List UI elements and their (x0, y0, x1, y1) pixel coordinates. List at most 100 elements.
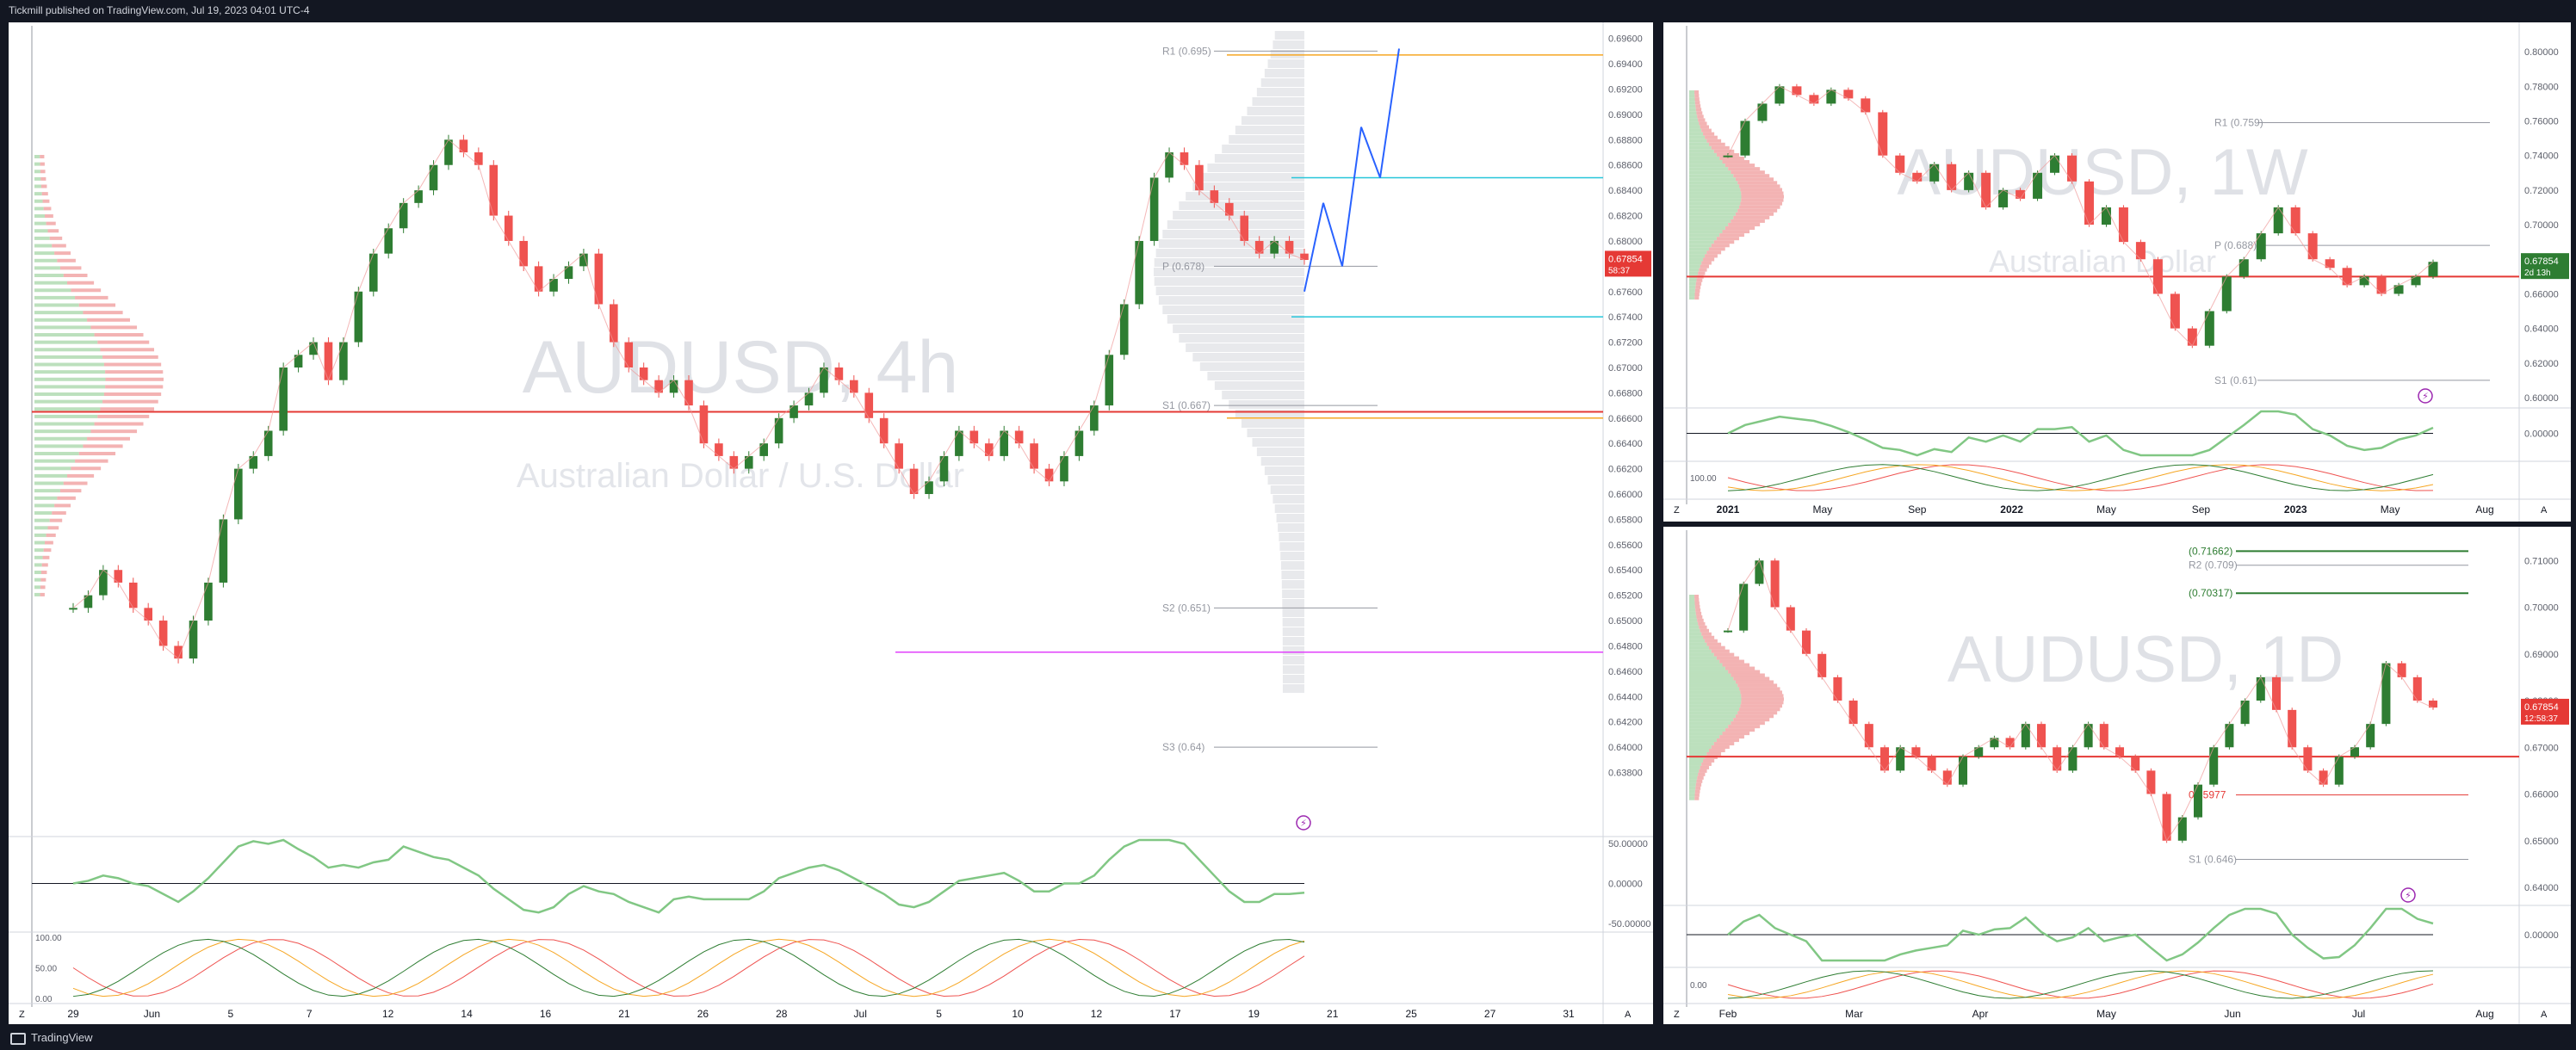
candle-body (2118, 207, 2128, 243)
session-volume-profile (1214, 154, 1304, 163)
volume-profile-bar (1689, 222, 1729, 226)
stochastic-tick-label: 100.00 (1690, 474, 1717, 484)
volume-profile-bar (1689, 659, 1720, 664)
volume-profile-bar (75, 459, 108, 463)
candle-body (1757, 103, 1768, 121)
chart-panel-1w[interactable]: AUDUSD, 1W Australian Dollar R1 (0.759) P (… (1663, 22, 2571, 522)
volume-profile-bar (1735, 680, 1774, 684)
session-volume-profile (1274, 31, 1304, 40)
volume-profile-bar (34, 444, 84, 448)
session-volume-profile (1260, 457, 1304, 466)
volume-profile-bar (40, 184, 47, 188)
volume-profile-bar (1689, 645, 1709, 650)
price-tick-label: 0.64800 (1608, 641, 1643, 652)
volume-profile-bar (45, 540, 53, 545)
session-volume-profile (1279, 542, 1304, 551)
candle-body (2177, 817, 2187, 841)
volume-profile-bar (34, 176, 41, 181)
pivot-level-label: (0.71662) (2189, 545, 2232, 557)
candle-body (820, 367, 828, 393)
volume-profile-bar (1740, 201, 1782, 206)
candle-body (1895, 155, 1905, 173)
volume-profile-bar (1711, 649, 1730, 653)
volume-profile-bar (1689, 292, 1695, 296)
volume-profile-bar (1689, 285, 1696, 289)
candle-body (1878, 112, 1888, 156)
volume-profile-bar (1689, 786, 1696, 790)
volume-profile-bar (1708, 749, 1725, 753)
candle-body (1240, 215, 1249, 241)
session-volume-profile (1282, 590, 1304, 598)
session-volume-profile (1256, 88, 1304, 96)
volume-profile-bar (1689, 195, 1742, 199)
price-tick-label: 0.60000 (2524, 393, 2559, 404)
session-volume-profile (1207, 372, 1304, 380)
volume-profile-bar (63, 274, 88, 278)
volume-profile-bar (78, 452, 116, 456)
volume-profile-bar (34, 207, 44, 211)
volume-profile-bar (1699, 625, 1707, 629)
volume-profile-bar (1689, 145, 1712, 150)
volume-profile-bar (1719, 233, 1744, 238)
session-volume-profile (1273, 495, 1304, 503)
oscillator-tick-label: -50.00000 (1608, 919, 1651, 930)
candle-body (2036, 724, 2047, 748)
volume-profile-bar (1689, 261, 1702, 265)
volume-profile-bar (1706, 139, 1722, 143)
candle-body (1792, 86, 1802, 96)
session-volume-profile (1267, 59, 1304, 68)
price-tick-label: 0.67200 (1608, 338, 1643, 349)
candle-body (534, 266, 543, 292)
volume-profile-bar (34, 436, 88, 441)
chart-1w-canvas[interactable]: AUDUSD, 1W Australian Dollar R1 (0.759) P (… (1663, 22, 2571, 522)
volume-profile-bar (1689, 735, 1720, 739)
price-tick-label: 0.63800 (1608, 768, 1643, 778)
candle-body (2342, 268, 2352, 286)
volume-profile-bar (34, 333, 95, 337)
volume-profile-bar (34, 288, 71, 293)
volume-profile-bar (1689, 177, 1736, 182)
volume-profile-bar (1689, 615, 1697, 619)
volume-profile-bar (67, 473, 95, 478)
volume-profile-bar (1689, 288, 1695, 293)
session-volume-profile (1162, 306, 1304, 314)
session-volume-profile (1282, 627, 1304, 636)
stochastic-line (1727, 464, 2434, 491)
session-volume-profile (1229, 135, 1304, 144)
volume-profile-bar (1689, 237, 1717, 241)
price-tick-label: 0.65600 (1608, 540, 1643, 551)
chart-1d-canvas[interactable]: AUDUSD, 1D (0.71662) R2 (0.709) (0.70317) 0.… (1663, 527, 2571, 1024)
stochastic-tick-label: 0.00 (1690, 981, 1707, 991)
volume-profile-bar (1700, 264, 1709, 269)
volume-profile-bar (46, 221, 56, 225)
volume-profile-bar (46, 533, 56, 537)
volume-profile-bar (34, 311, 84, 315)
chart-panel-4h[interactable]: AUDUSD, 4h Australian Dollar / U.S. Dolla… (9, 22, 1653, 1024)
candle-body (2068, 747, 2078, 771)
volume-profile-bar (42, 555, 50, 559)
volume-profile-bar (1739, 184, 1780, 188)
time-tick-label: Sep (1908, 503, 1927, 516)
volume-profile-bar (105, 385, 164, 389)
session-volume-profile (1260, 78, 1304, 87)
volume-profile-bar (52, 511, 66, 516)
candle-body (834, 367, 844, 380)
candle-body (429, 164, 438, 191)
time-tick-label: 5 (936, 1008, 942, 1020)
candle-body (2359, 276, 2369, 286)
chart-panel-1d[interactable]: AUDUSD, 1D (0.71662) R2 (0.709) (0.70317) 0.… (1663, 527, 2571, 1024)
price-tick-label: 0.70000 (2524, 220, 2559, 231)
pivot-level-label: P (0.688) (2214, 239, 2257, 251)
session-volume-profile (1158, 296, 1304, 305)
session-volume-profile (1273, 40, 1304, 49)
price-tick-label: 0.64000 (2524, 883, 2559, 893)
candle-body (519, 240, 528, 267)
volume-profile-bar (1689, 608, 1696, 612)
session-volume-profile (1282, 665, 1304, 674)
volume-profile-bar (1689, 701, 1742, 705)
volume-profile-bar (34, 162, 40, 166)
volume-profile-bar (1689, 188, 1741, 192)
candle-body (2319, 770, 2328, 785)
volume-profile-bar (1708, 645, 1725, 650)
